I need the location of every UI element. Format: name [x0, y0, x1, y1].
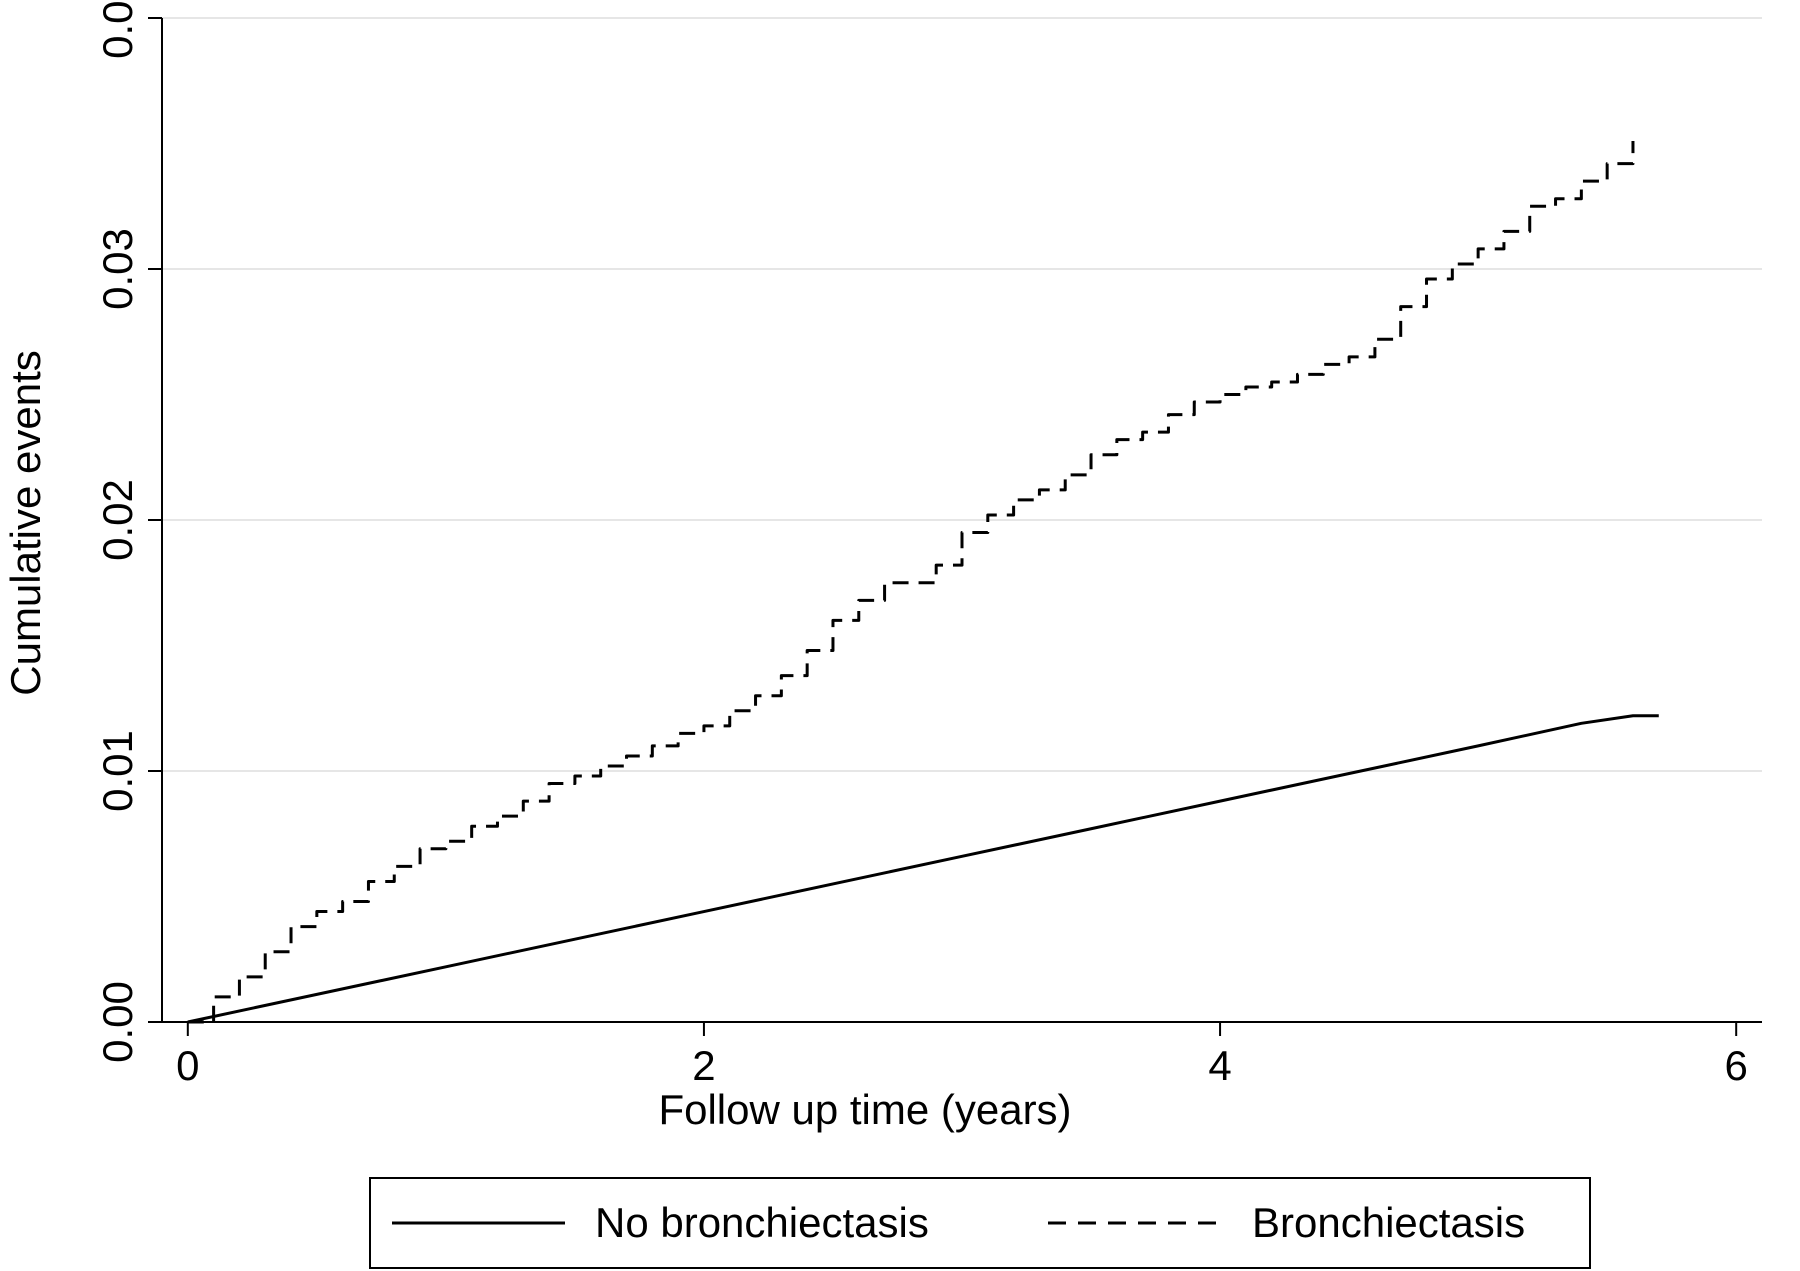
- legend-box: [369, 1177, 1591, 1269]
- x-tick-label: 2: [692, 1042, 715, 1089]
- y-tick-label: 0.03: [94, 228, 141, 310]
- y-tick-label: 0.01: [94, 730, 141, 812]
- x-tick-label: 4: [1208, 1042, 1231, 1089]
- y-tick-label: 0.00: [94, 981, 141, 1063]
- y-axis-label: Cumulative events: [2, 350, 49, 696]
- legend-label-bronchiectasis: Bronchiectasis: [1252, 1199, 1525, 1246]
- legend-label-no-bronchiectasis: No bronchiectasis: [595, 1199, 929, 1246]
- x-tick-label: 6: [1725, 1042, 1748, 1089]
- series-lines: [187, 140, 1659, 1024]
- y-tick-label: 0.04: [94, 0, 141, 59]
- series-line-bronchiectasis: [187, 140, 1635, 1024]
- x-axis-label: Follow up time (years): [658, 1086, 1071, 1133]
- axes: 0.00 0.01 0.02 0.03 0.04 0 2 4 6: [94, 0, 1762, 1089]
- x-tick-label: 0: [176, 1042, 199, 1089]
- y-tick-label: 0.02: [94, 479, 141, 561]
- series-line-no-bronchiectasis: [187, 714, 1659, 1024]
- legend: No bronchiectasis Bronchiectasis: [369, 1177, 1591, 1269]
